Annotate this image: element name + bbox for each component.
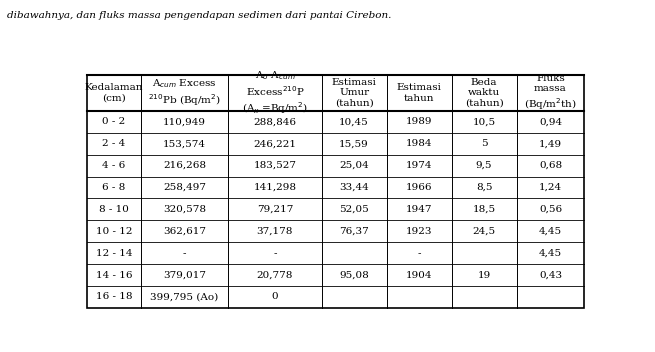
Text: 4,45: 4,45 (539, 227, 562, 236)
Text: 362,617: 362,617 (163, 227, 206, 236)
Text: 110,949: 110,949 (163, 117, 206, 126)
Text: 288,846: 288,846 (253, 117, 297, 126)
Text: -: - (417, 249, 421, 258)
Text: Estimasi
Umur
(tahun): Estimasi Umur (tahun) (331, 78, 377, 108)
Text: A$_{cum}$ Excess
$^{210}$Pb (Bq/m$^2$): A$_{cum}$ Excess $^{210}$Pb (Bq/m$^2$) (148, 77, 221, 108)
Text: 1923: 1923 (406, 227, 432, 236)
Text: 52,05: 52,05 (339, 205, 369, 214)
Text: 379,017: 379,017 (163, 271, 206, 279)
Text: 1966: 1966 (406, 183, 432, 192)
Text: 16 - 18: 16 - 18 (96, 293, 132, 301)
Text: -: - (183, 249, 186, 258)
Text: 10,5: 10,5 (472, 117, 496, 126)
Text: 20,778: 20,778 (257, 271, 293, 279)
Text: Estimasi
tahun: Estimasi tahun (397, 83, 441, 102)
Text: 6 - 8: 6 - 8 (102, 183, 125, 192)
Text: 399,795 (Ao): 399,795 (Ao) (151, 293, 219, 301)
Bar (87, 75, 584, 308)
Text: Beda
waktu
(tahun): Beda waktu (tahun) (464, 78, 504, 108)
Text: 79,217: 79,217 (257, 205, 293, 214)
Text: 1,49: 1,49 (539, 139, 562, 148)
Text: dibawahnya, dan fluks massa pengendapan sedimen dari pantai Cirebon.: dibawahnya, dan fluks massa pengendapan … (7, 11, 391, 20)
Text: Kedalaman
(cm): Kedalaman (cm) (84, 83, 143, 102)
Text: 37,178: 37,178 (257, 227, 293, 236)
Text: 1904: 1904 (406, 271, 432, 279)
Text: Fluks
massa
(Bq/m$^2$th): Fluks massa (Bq/m$^2$th) (524, 74, 577, 112)
Text: 2 - 4: 2 - 4 (102, 139, 125, 148)
Text: 18,5: 18,5 (472, 205, 496, 214)
Text: 320,578: 320,578 (163, 205, 206, 214)
Text: 0,94: 0,94 (539, 117, 562, 126)
Text: 10,45: 10,45 (339, 117, 369, 126)
Text: 258,497: 258,497 (163, 183, 206, 192)
Text: 9,5: 9,5 (476, 161, 493, 170)
Text: 5: 5 (481, 139, 487, 148)
Text: 246,221: 246,221 (253, 139, 297, 148)
Text: 141,298: 141,298 (253, 183, 297, 192)
Text: 1984: 1984 (406, 139, 432, 148)
Text: 25,04: 25,04 (339, 161, 369, 170)
Text: 216,268: 216,268 (163, 161, 206, 170)
Text: 19: 19 (477, 271, 491, 279)
Text: 1989: 1989 (406, 117, 432, 126)
Text: 15,59: 15,59 (339, 139, 369, 148)
Text: 12 - 14: 12 - 14 (96, 249, 132, 258)
Text: 4,45: 4,45 (539, 249, 562, 258)
Text: 183,527: 183,527 (253, 161, 297, 170)
Text: 24,5: 24,5 (472, 227, 496, 236)
Text: 1947: 1947 (406, 205, 432, 214)
Text: 0,68: 0,68 (539, 161, 562, 170)
Text: 4 - 6: 4 - 6 (102, 161, 125, 170)
Text: 76,37: 76,37 (339, 227, 369, 236)
Text: A$_o$-A$_{cum}$
Excess$^{210}$P
(A$_x$ =Bq/m$^2$): A$_o$-A$_{cum}$ Excess$^{210}$P (A$_x$ =… (242, 69, 308, 117)
Text: 1974: 1974 (406, 161, 432, 170)
Text: -: - (273, 249, 276, 258)
Text: 1,24: 1,24 (539, 183, 562, 192)
Text: 0: 0 (272, 293, 278, 301)
Text: 153,574: 153,574 (163, 139, 206, 148)
Text: 0,43: 0,43 (539, 271, 562, 279)
Text: 0 - 2: 0 - 2 (102, 117, 125, 126)
Text: 8,5: 8,5 (476, 183, 493, 192)
Text: 33,44: 33,44 (339, 183, 369, 192)
Text: 95,08: 95,08 (339, 271, 369, 279)
Text: 10 - 12: 10 - 12 (96, 227, 132, 236)
Text: 8 - 10: 8 - 10 (99, 205, 129, 214)
Text: 14 - 16: 14 - 16 (96, 271, 132, 279)
Text: 0,56: 0,56 (539, 205, 562, 214)
